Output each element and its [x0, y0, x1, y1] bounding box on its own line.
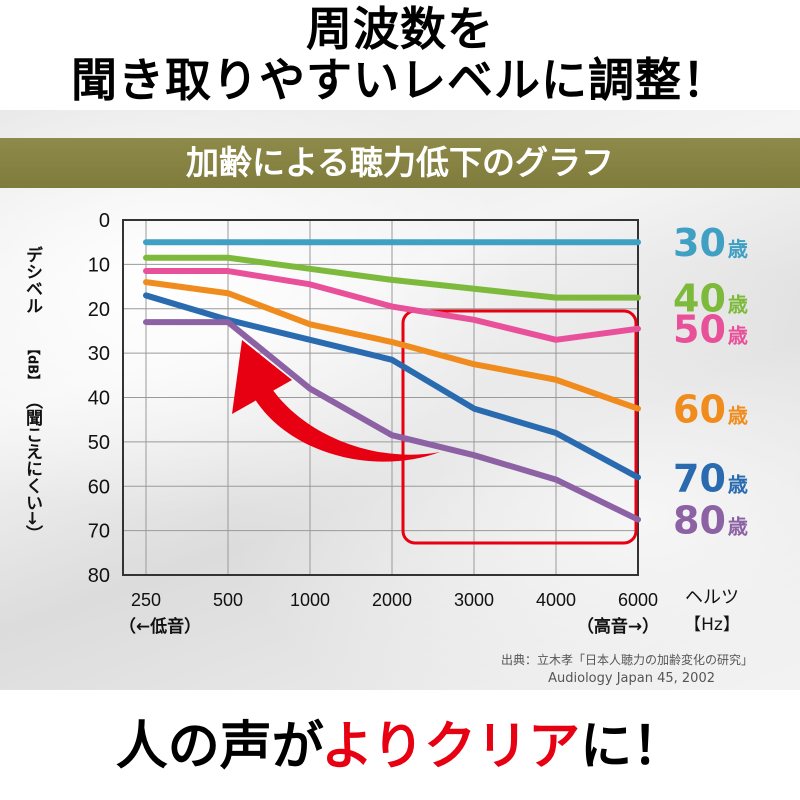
series-point — [473, 319, 475, 321]
y-tick-label: 20 — [88, 299, 110, 321]
series-point — [473, 241, 475, 243]
x-tick-label: 500 — [213, 590, 243, 610]
series-point — [391, 279, 393, 281]
series-point — [227, 270, 229, 272]
series-point — [145, 270, 147, 272]
series-point — [637, 297, 639, 299]
y-tick-label: 30 — [88, 343, 110, 365]
high-frequency-note: （高音→） — [577, 616, 659, 637]
series-point — [227, 257, 229, 259]
legend-age-label: 40 歳 — [673, 277, 748, 321]
legend-age-label: 60 歳 — [673, 388, 748, 432]
y-tick-label: 10 — [88, 254, 110, 276]
x-tick-label: 250 — [131, 590, 161, 610]
y-axis-label: デシベル — [22, 245, 43, 314]
headline-line-2: 聞き取りやすいレベルに調整！ — [71, 53, 729, 107]
chart-panel-background — [0, 110, 800, 690]
legend-age-label: 70 歳 — [673, 456, 748, 500]
plot-frame — [122, 219, 639, 576]
low-frequency-note: （←低音） — [119, 616, 201, 637]
x-tick-labels: 250 500 1000 2000 3000 4000 6000 — [131, 590, 658, 610]
footer-part-1: 人の声が — [115, 717, 322, 777]
series-point — [391, 241, 393, 243]
legend-age-label: 50 歳 — [673, 308, 748, 352]
series-point — [637, 241, 639, 243]
x-tick-label: 3000 — [454, 590, 494, 610]
series-point — [227, 321, 229, 323]
series-point — [473, 288, 475, 290]
legend-age-label: 30 歳 — [673, 221, 748, 265]
footer-part-2-highlight: よりクリア — [321, 717, 581, 777]
series-point — [473, 408, 475, 410]
y-tick-label: 40 — [88, 388, 110, 410]
x-tick-label: 4000 — [536, 590, 576, 610]
series-point — [145, 241, 147, 243]
series-point — [309, 268, 311, 270]
headline-line-1: 周波数を — [306, 2, 494, 56]
series-point — [637, 408, 639, 410]
title-banner — [0, 138, 800, 188]
series-point — [555, 479, 557, 481]
series-point — [309, 388, 311, 390]
series-point — [391, 434, 393, 436]
footer-part-3: に！ — [580, 717, 685, 777]
legend-age-label: 80 歳 — [673, 499, 748, 543]
series-point — [145, 321, 147, 323]
high-frequency-highlight-box — [401, 309, 638, 545]
series-point — [391, 341, 393, 343]
series-point — [227, 241, 229, 243]
series-point — [145, 294, 147, 296]
series-point — [309, 339, 311, 341]
y-tick-label: 50 — [88, 432, 110, 454]
curved-arrow — [232, 340, 440, 462]
series-point — [637, 519, 639, 521]
series-point — [555, 297, 557, 299]
series-point — [473, 454, 475, 456]
age-legend: 30 歳 40 歳50 歳 60 歳 70 歳80 歳 — [673, 221, 748, 542]
series-point — [309, 241, 311, 243]
y-tick-label: 70 — [88, 521, 110, 543]
chart-title: 加齢による聴力低下のグラフ — [185, 143, 614, 182]
y-tick-labels: 0 10 20 30 40 50 60 70 80 — [88, 210, 110, 587]
series-point — [637, 476, 639, 478]
series-point — [555, 379, 557, 381]
series-point — [309, 283, 311, 285]
series-point — [637, 328, 639, 330]
arrow-head — [232, 340, 292, 414]
x-axis-unit-label: ヘルツ — [685, 587, 739, 608]
series-point — [391, 359, 393, 361]
series-point — [555, 241, 557, 243]
footer-message: 人の声がよりクリアに！ — [0, 712, 800, 782]
series-point — [145, 281, 147, 283]
y-tick-label: 0 — [99, 210, 110, 232]
x-axis-unit: 【Hz】 — [684, 615, 740, 635]
y-tick-label: 60 — [88, 476, 110, 498]
series-point — [555, 432, 557, 434]
series-point — [391, 306, 393, 308]
series-point — [145, 257, 147, 259]
y-tick-label: 80 — [88, 565, 110, 587]
highlight-rect — [401, 309, 638, 545]
series-point — [555, 339, 557, 341]
series-point — [309, 323, 311, 325]
x-tick-label: 6000 — [618, 590, 658, 610]
source-citation-line-2: Audiology Japan 45, 2002 — [548, 671, 715, 686]
series-point — [227, 292, 229, 294]
series-lines — [143, 239, 641, 523]
y-axis-note: （聞こえにくい→） — [22, 392, 43, 542]
y-axis-unit: 【dB】 — [25, 342, 41, 387]
source-citation-line-1: 出典：立木孝「日本人聴力の加齢変化の研究」 — [501, 652, 753, 667]
x-tick-label: 2000 — [372, 590, 412, 610]
x-tick-label: 1000 — [290, 590, 330, 610]
series-point — [473, 363, 475, 365]
